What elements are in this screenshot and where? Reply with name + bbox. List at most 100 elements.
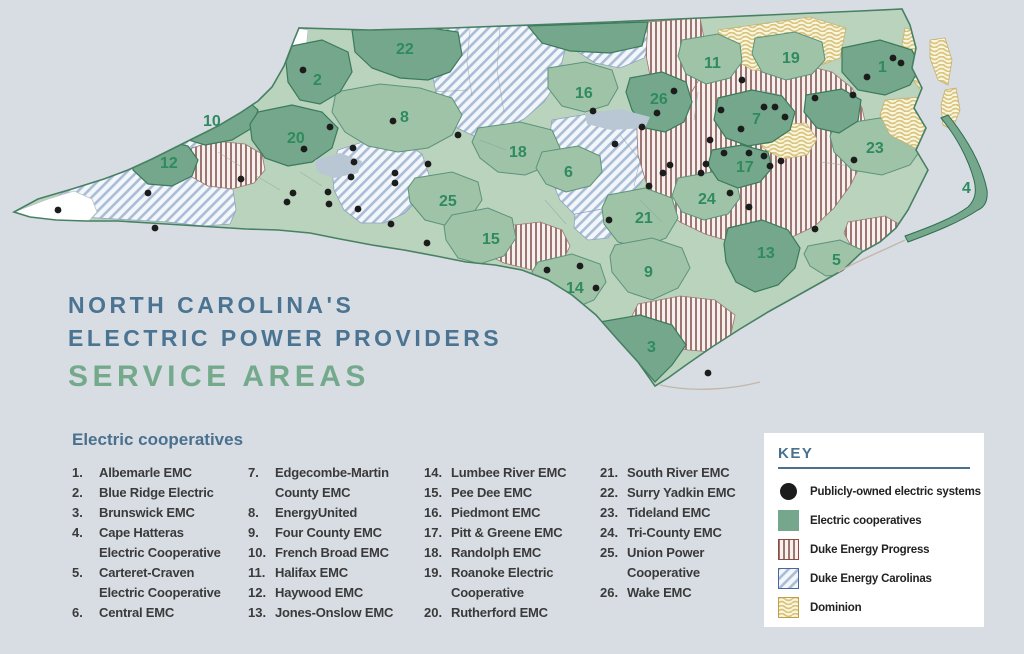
- coop-list-item: 25. Union Power Cooperative: [600, 543, 776, 583]
- coop-column: 1. Albemarle EMC 2. Blue Ridge Electric 3. Br…: [72, 463, 248, 623]
- publicly-owned-system-dot: [151, 224, 159, 232]
- region-label-25: 25: [439, 193, 457, 210]
- coop-item-number: 13.: [248, 605, 267, 620]
- coop-column: 7. Edgecombe-Martin County EMC 8. EnergyUnit…: [248, 463, 424, 623]
- title-line-2: ELECTRIC POWER PROVIDERS: [68, 325, 503, 351]
- coop-list-item: 18. Randolph EMC: [424, 543, 600, 563]
- region-label-14: 14: [566, 280, 584, 297]
- coop-list-item: 10. French Broad EMC: [248, 543, 424, 563]
- map-title: NORTH CAROLINA'S ELECTRIC POWER PROVIDER…: [68, 289, 502, 394]
- publicly-owned-system-dot: [324, 188, 332, 196]
- region-label-7: 7: [752, 111, 761, 128]
- region-label-24: 24: [698, 191, 716, 208]
- key-item: Electric cooperatives: [778, 506, 970, 535]
- lakes: [315, 109, 650, 178]
- coop-item-name: Jones-Onslow EMC: [275, 605, 394, 620]
- publicly-owned-system-dot: [424, 160, 432, 168]
- publicly-owned-system-dot: [300, 145, 308, 153]
- coop-item-number: 10.: [248, 545, 267, 560]
- publicly-owned-system-dot: [237, 175, 245, 183]
- title-line-1: NORTH CAROLINA'S: [68, 292, 355, 318]
- coop-item-number: 20.: [424, 605, 443, 620]
- publicly-owned-system-dot: [737, 125, 745, 133]
- publicly-owned-system-dot: [289, 189, 297, 197]
- coop-list-item: 16. Piedmont EMC: [424, 503, 600, 523]
- region-label-1: 1: [878, 59, 887, 76]
- coop-list-item: 12. Haywood EMC: [248, 583, 424, 603]
- dominion-swatch-icon: [777, 596, 800, 619]
- coop-item-name: Piedmont EMC: [451, 505, 541, 520]
- publicly-owned-system-dot: [144, 189, 152, 197]
- region-label-11: 11: [704, 55, 721, 72]
- publicly-owned-system-dot: [659, 169, 667, 177]
- cooperative-areas-medium: [131, 21, 921, 383]
- coop-item-number: 5.: [72, 565, 83, 580]
- coop-item-number: 7.: [248, 465, 259, 480]
- coop-columns: 1. Albemarle EMC 2. Blue Ridge Electric 3. Br…: [72, 463, 762, 623]
- publicly-owned-system-dot: [54, 206, 62, 214]
- region-labels: 1234567891011121314151617181920212223242…: [160, 41, 971, 356]
- coop-item-name: Four County EMC: [275, 525, 382, 540]
- electric-coop-swatch-icon: [778, 510, 799, 531]
- publicly-owned-system-dot: [781, 113, 789, 121]
- region-label-5: 5: [832, 252, 841, 269]
- publicly-owned-system-dot: [863, 73, 871, 81]
- coop-item-number: 8.: [248, 505, 259, 520]
- coop-item-name: Haywood EMC: [275, 585, 364, 600]
- coop-item-name: Wake EMC: [627, 585, 692, 600]
- publicly-owned-system-dot: [706, 136, 714, 144]
- key-swatch-dominion: [777, 596, 800, 619]
- coop-list-item: 19. Roanoke Electric Cooperative: [424, 563, 600, 603]
- publicly-owned-system-dot: [850, 156, 858, 164]
- coop-item-number: 26.: [600, 585, 619, 600]
- region-label-21: 21: [635, 210, 653, 227]
- coop-list-item: 4. Cape Hatteras Electric Cooperative: [72, 523, 248, 563]
- publicly-owned-system-dot: [350, 158, 358, 166]
- key-item: Duke Energy Progress: [777, 535, 970, 564]
- publicly-owned-system-dot: [670, 87, 678, 95]
- county-lines: [217, 26, 853, 225]
- coop-column: 21. South River EMC 22. Surry Yadkin EMC 23.…: [600, 463, 776, 623]
- coop-list-item: 2. Blue Ridge Electric: [72, 483, 248, 503]
- coop-column: 14. Lumbee River EMC 15. Pee Dee EMC 16. Pied…: [424, 463, 600, 623]
- outer-banks: [659, 37, 988, 390]
- publicly-owned-system-dot: [326, 123, 334, 131]
- coop-item-number: 22.: [600, 485, 619, 500]
- coop-item-name: Pitt & Greene EMC: [451, 525, 563, 540]
- key-swatch-progress: [777, 538, 800, 561]
- coop-list-item: 8. EnergyUnited: [248, 503, 424, 523]
- duke-progress-swatch-icon: [777, 538, 800, 561]
- coop-list-item: 7. Edgecombe-Martin County EMC: [248, 463, 424, 503]
- publicly-owned-system-dot: [391, 169, 399, 177]
- coop-item-number: 23.: [600, 505, 619, 520]
- key-swatch-dot: [778, 481, 799, 502]
- coop-item-name: Cape Hatteras Electric Cooperative: [99, 525, 221, 560]
- publicly-owned-system-dot: [726, 189, 734, 197]
- coop-item-name: French Broad EMC: [275, 545, 389, 560]
- region-label-12: 12: [160, 155, 178, 172]
- publicly-owned-system-dot: [849, 91, 857, 99]
- publicly-owned-system-dot: [717, 106, 725, 114]
- coop-item-name: Randolph EMC: [451, 545, 542, 560]
- coop-list-item: 3. Brunswick EMC: [72, 503, 248, 523]
- publicly-owned-system-dot: [423, 239, 431, 247]
- coop-item-name: Union Power Cooperative: [627, 545, 705, 580]
- coop-item-number: 18.: [424, 545, 443, 560]
- key-swatch-carolinas: [777, 567, 800, 590]
- cooperatives-list-section: Electric cooperatives 1. Albemarle EMC 2. B…: [72, 430, 762, 623]
- coop-list-item: 1. Albemarle EMC: [72, 463, 248, 483]
- region-label-3: 3: [647, 339, 656, 356]
- coop-item-name: Tri-County EMC: [627, 525, 722, 540]
- region-label-19: 19: [782, 50, 800, 67]
- publicly-owned-system-dot: [349, 144, 357, 152]
- coop-list-item: 22. Surry Yadkin EMC: [600, 483, 776, 503]
- coop-item-number: 25.: [600, 545, 619, 560]
- dominion-area-ne: [879, 94, 928, 149]
- coop-item-number: 4.: [72, 525, 83, 540]
- publicly-owned-system-dot: [592, 284, 600, 292]
- coop-list-item: 20. Rutherford EMC: [424, 603, 600, 623]
- coop-item-name: EnergyUnited: [275, 505, 358, 520]
- key-label: Publicly-owned electric systems: [810, 485, 981, 498]
- cooperatives-heading: Electric cooperatives: [72, 430, 244, 449]
- coop-item-number: 3.: [72, 505, 83, 520]
